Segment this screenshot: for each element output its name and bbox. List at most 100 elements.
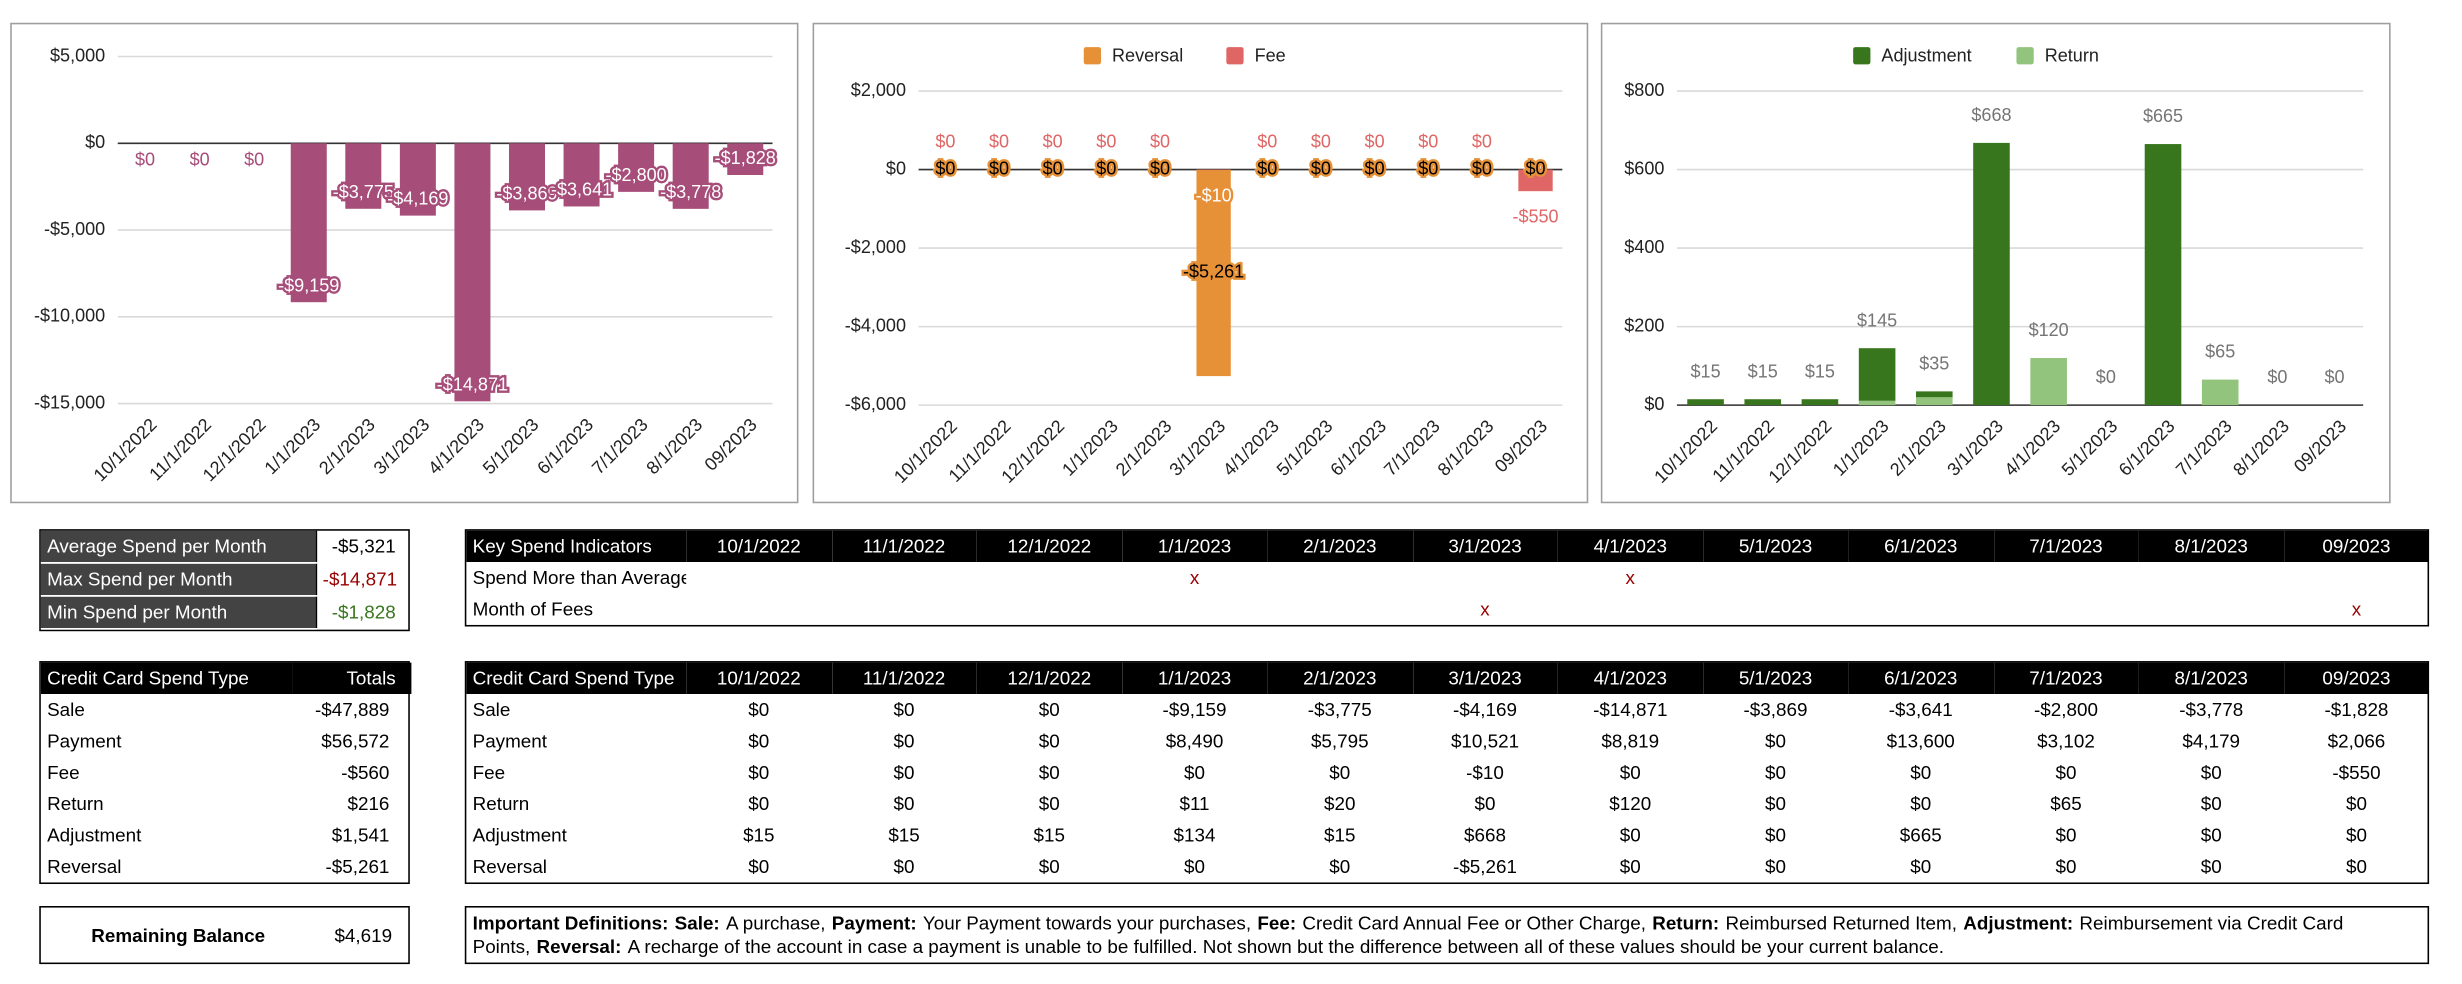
cell: -$2,800 — [2034, 698, 2098, 721]
header-cell: Key Spend Indicators — [466, 530, 687, 563]
cell: $15 — [1324, 824, 1356, 847]
cell: $0 — [1038, 761, 1060, 784]
cell: $134 — [1173, 824, 1216, 847]
cell: $0 — [2345, 824, 2367, 847]
cell: $0 — [2345, 792, 2367, 815]
data-label: $0 — [935, 158, 955, 178]
cell: -$5,261 — [1453, 855, 1517, 878]
legend-label: Fee — [1255, 45, 1286, 65]
data-label: $0 — [1418, 132, 1438, 152]
cell: Month of Fees — [472, 598, 594, 621]
cell — [1412, 562, 1557, 593]
y-tick-label: $2,000 — [851, 80, 906, 100]
cell: $0 — [2345, 855, 2367, 878]
data-label: $0 — [1472, 132, 1492, 152]
cell: $0 — [2055, 761, 2077, 784]
data-label: -$4,169 — [387, 189, 448, 209]
header-cell: Credit Card Spend Type — [466, 662, 687, 695]
data-label: -$2,800 — [606, 165, 667, 185]
bar — [290, 143, 327, 303]
header-cell: 7/1/2023 — [1993, 662, 2139, 695]
legend-label: Adjustment — [1881, 45, 1971, 65]
indicators-table: Key Spend Indicators 10/1/2022 11/1/2022 12… — [466, 530, 2430, 625]
cell — [686, 562, 831, 593]
cell — [686, 594, 831, 625]
bar — [618, 143, 655, 192]
cell: $0 — [2200, 824, 2222, 847]
bar — [1915, 397, 1953, 406]
header-cell: 2/1/2023 — [1267, 662, 1413, 695]
monthly-row: Sale $0 $0 $0 -$9,159 -$3,775 -$4,169 -$14,871 -… — [466, 694, 2429, 725]
cell: $0 — [1765, 730, 1786, 753]
summary-label: Average Spend per Month — [40, 530, 316, 564]
bar — [1518, 169, 1553, 192]
cell: -$14,871 — [1593, 698, 1668, 721]
bar — [1915, 391, 1953, 398]
cell: $0 — [2200, 761, 2222, 784]
cell: $0 — [1910, 792, 1932, 815]
cell: Sale — [472, 698, 511, 721]
cell — [831, 562, 976, 593]
header-cell: 5/1/2023 — [1702, 662, 1849, 695]
header-cell: 3/1/2023 — [1412, 530, 1558, 563]
y-tick-label: $5,000 — [50, 45, 105, 65]
cell: $0 — [2200, 792, 2222, 815]
cell: $0 — [1038, 698, 1060, 721]
cell: $3,102 — [2037, 730, 2095, 753]
total-label: $668 — [1971, 105, 2011, 125]
monthly-table: Credit Card Spend Type 10/1/2022 11/1/2022… — [466, 662, 2430, 883]
header-cell: 09/2023 — [2283, 530, 2430, 563]
bar — [1858, 400, 1896, 406]
legend-label: Reversal — [1112, 45, 1183, 65]
cell — [977, 562, 1122, 593]
cell: $0 — [1910, 761, 1932, 784]
definition-term: Adjustment: — [1963, 912, 2074, 935]
total-label: $0 — [2096, 367, 2116, 387]
data-label: -$1,828 — [715, 148, 776, 168]
cell: $0 — [893, 792, 915, 815]
data-label: $0 — [1257, 132, 1277, 152]
y-tick-label: $400 — [1624, 237, 1664, 257]
cell: $120 — [1609, 792, 1652, 815]
header-cell: 4/1/2023 — [1557, 662, 1703, 695]
balance-label: Remaining Balance — [91, 924, 266, 947]
cell: $0 — [1474, 792, 1496, 815]
cell: $0 — [1184, 761, 1206, 784]
data-label: $0 — [989, 132, 1009, 152]
totals-row: Sale -$47,889 — [41, 694, 412, 725]
cell: $0 — [748, 698, 770, 721]
header-cell: 12/1/2022 — [976, 530, 1122, 563]
summary-row: Average Spend per Month -$5,321 — [40, 530, 412, 564]
totals-row: Return $216 — [41, 788, 412, 819]
cell: $0 — [1765, 824, 1786, 847]
totals-row: Adjustment $1,541 — [41, 820, 412, 851]
header-cell: 10/1/2022 — [686, 662, 832, 695]
cell: $20 — [1324, 792, 1356, 815]
y-tick-label: $0 — [886, 158, 906, 178]
cell — [831, 594, 976, 625]
cell: $0 — [2055, 855, 2077, 878]
cell: -$5,261 — [325, 855, 390, 878]
header-cell: Credit Card Spend Type — [40, 662, 293, 695]
header-cell: 3/1/2023 — [1412, 662, 1558, 695]
definition-term: Fee: — [1257, 912, 1297, 935]
data-label: $0 — [1257, 158, 1277, 178]
cell — [1848, 562, 1993, 593]
cell: -$47,889 — [315, 698, 390, 721]
header-cell: 4/1/2023 — [1557, 530, 1703, 563]
data-label: $0 — [1096, 158, 1116, 178]
cell: Fee — [47, 761, 80, 784]
data-label: $0 — [190, 149, 210, 169]
data-label: $0 — [1150, 132, 1170, 152]
cell: $0 — [1910, 855, 1932, 878]
data-label: -$14,871 — [437, 374, 508, 394]
cell: Return — [472, 792, 530, 815]
data-label: $0 — [244, 149, 264, 169]
header-cell: Totals — [292, 662, 412, 695]
indicators-row: Month of Fees x x — [466, 594, 2429, 625]
bar — [345, 143, 382, 209]
total-label: $15 — [1691, 361, 1721, 381]
bar — [2030, 358, 2067, 406]
data-label: -$10 — [1196, 185, 1232, 205]
cell: x — [2351, 598, 2362, 621]
